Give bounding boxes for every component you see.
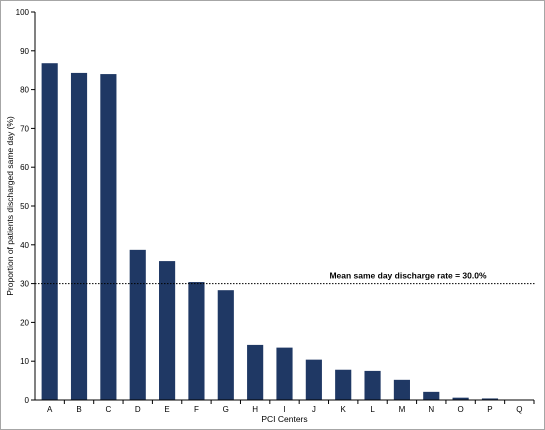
- bar-B: [70, 72, 88, 400]
- y-tick-label: 20: [20, 318, 29, 327]
- mean-reference-label: Mean same day discharge rate = 30.0%: [329, 271, 487, 281]
- bar-M: [393, 379, 410, 400]
- bar-A: [41, 63, 58, 400]
- bar-H: [247, 344, 264, 400]
- x-tick-label: D: [135, 405, 141, 414]
- bar-N: [423, 391, 440, 400]
- y-tick-label: 0: [25, 396, 30, 405]
- bar-E: [159, 261, 176, 400]
- x-tick-label: A: [47, 405, 53, 414]
- y-tick-label: 100: [16, 8, 30, 17]
- x-tick-label: B: [76, 405, 81, 414]
- bar-L: [364, 370, 381, 400]
- x-tick-label: P: [487, 405, 492, 414]
- y-tick-label: 30: [20, 280, 29, 289]
- y-tick-label: 10: [20, 357, 29, 366]
- y-tick-label: 50: [20, 202, 29, 211]
- x-tick-label: M: [399, 405, 406, 414]
- x-tick-label: O: [458, 405, 464, 414]
- bar-G: [217, 290, 234, 400]
- y-tick-label: 70: [20, 124, 29, 133]
- bar-P: [481, 398, 499, 400]
- x-tick-label: K: [341, 405, 347, 414]
- y-tick-label: 80: [20, 86, 29, 95]
- x-tick-label: G: [223, 405, 229, 414]
- x-tick-label: E: [164, 405, 169, 414]
- x-tick-label: I: [283, 405, 285, 414]
- x-axis-ticks: A B C D E F G H I J K L M N O P Q: [47, 400, 535, 414]
- x-tick-label: L: [370, 405, 375, 414]
- y-axis-title: Proportion of patients discharged same d…: [5, 116, 15, 296]
- bar-I: [276, 347, 293, 400]
- bar-K: [335, 369, 352, 400]
- x-tick-label: F: [194, 405, 199, 414]
- bar-D: [129, 249, 146, 400]
- x-tick-label: H: [252, 405, 258, 414]
- y-tick-label: 40: [20, 241, 29, 250]
- x-tick-label: N: [428, 405, 434, 414]
- x-tick-label: J: [312, 405, 316, 414]
- y-tick-label: 60: [20, 163, 29, 172]
- y-axis-ticks: 0 10 20 30 40 50 60 70 80 90 100: [16, 8, 35, 405]
- x-tick-label: C: [105, 405, 111, 414]
- bar-O: [452, 397, 469, 400]
- bar-F: [188, 282, 205, 400]
- y-tick-label: 90: [20, 47, 29, 56]
- x-axis-title: PCI Centers: [261, 414, 307, 424]
- bar-C: [100, 74, 117, 400]
- bars: [41, 63, 499, 400]
- x-tick-label: Q: [516, 405, 522, 414]
- bar-J: [305, 359, 322, 400]
